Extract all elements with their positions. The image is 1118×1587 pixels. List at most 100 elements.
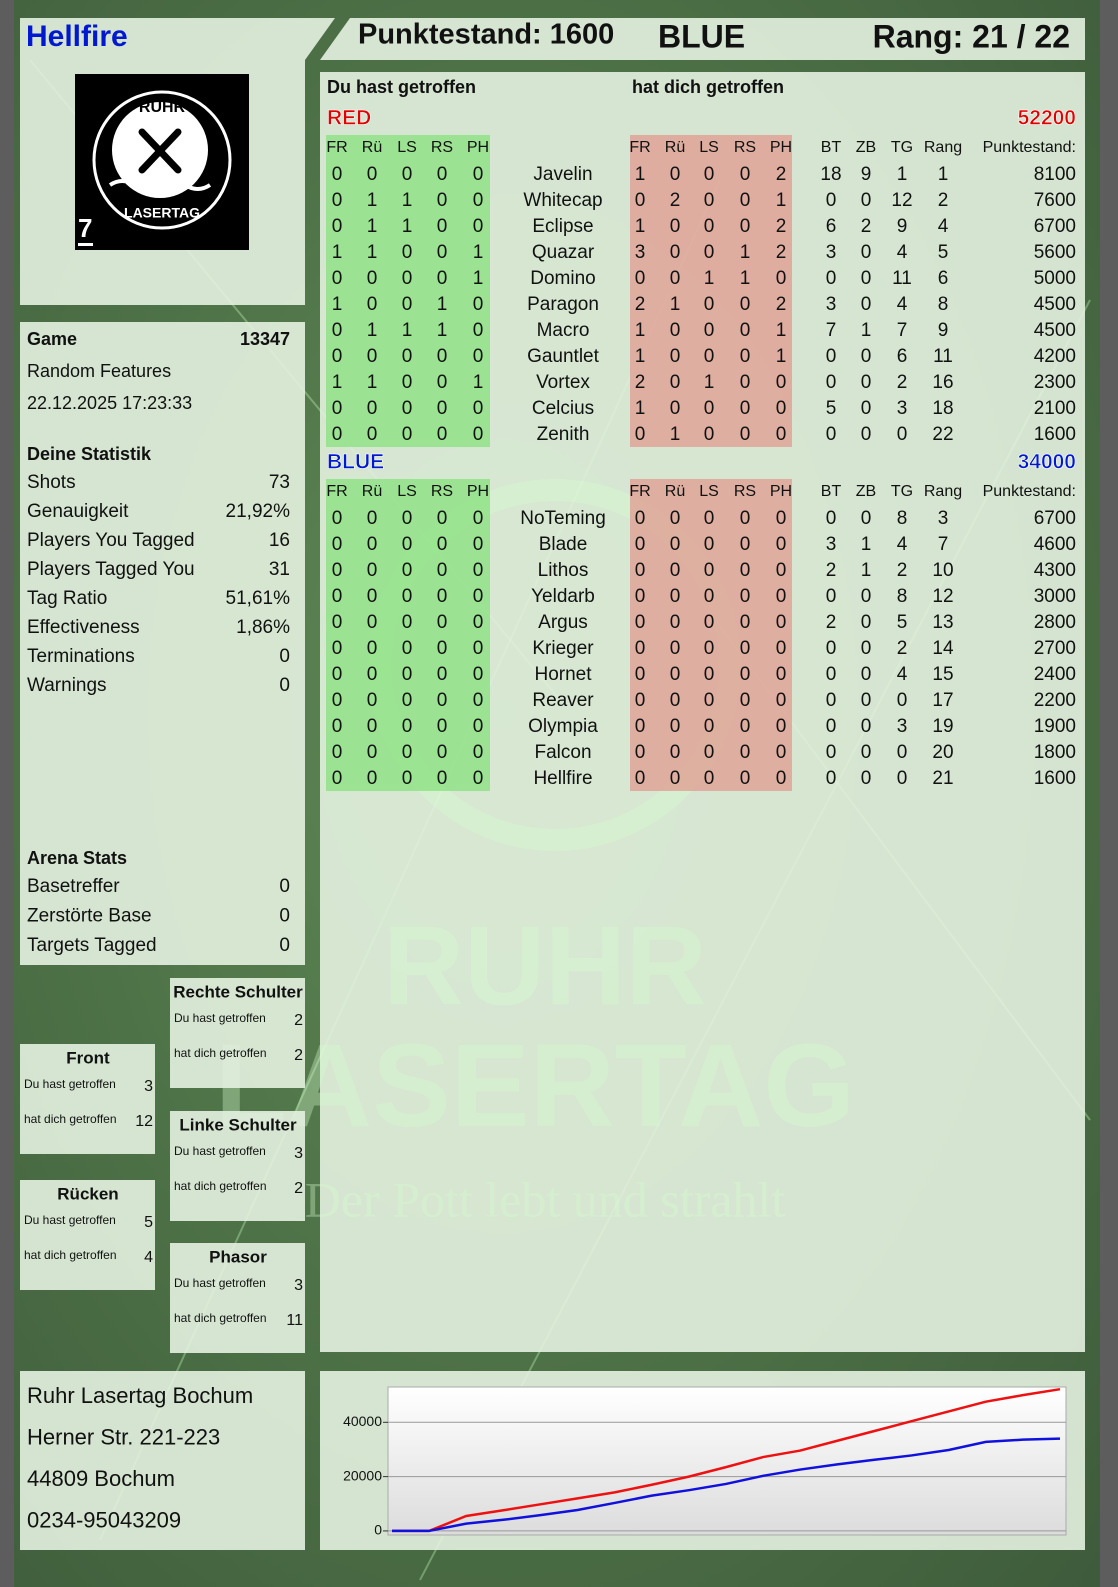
logo: RUHR LASERTAG 7 — [75, 74, 249, 250]
cell: 0 — [437, 190, 448, 211]
cell: 0 — [670, 560, 681, 581]
cell: 3 — [635, 242, 646, 263]
cell: 2 — [776, 164, 787, 185]
cell: 0 — [670, 638, 681, 659]
cell: 0 — [332, 216, 343, 237]
cell: 0 — [704, 294, 715, 315]
column-header: FR — [326, 139, 347, 156]
arena-value: 0 — [279, 906, 290, 927]
cell: 1 — [861, 320, 872, 341]
cell: 1 — [635, 320, 646, 341]
cell: 1900 — [1034, 716, 1076, 737]
cell: 0 — [332, 560, 343, 581]
cell: 0 — [402, 242, 413, 263]
cell: 0 — [473, 612, 484, 633]
cell: 3 — [826, 534, 837, 555]
player-name: Hornet — [534, 664, 592, 685]
cell: 0 — [740, 534, 751, 555]
cell: 0 — [635, 638, 646, 659]
cell: 1 — [776, 320, 787, 341]
cell: 0 — [367, 294, 378, 315]
cell: 0 — [740, 560, 751, 581]
cell: 0 — [332, 320, 343, 341]
zone-title: Rechte Schulter — [173, 982, 303, 1001]
cell: 1 — [740, 268, 751, 289]
cell: 1 — [938, 164, 949, 185]
cell: 0 — [826, 268, 837, 289]
cell: 0 — [402, 424, 413, 445]
player-name: Argus — [538, 612, 588, 633]
stat-label: Shots — [27, 472, 76, 493]
cell: 0 — [704, 508, 715, 529]
cell: 8 — [897, 508, 908, 529]
stat-value: 51,61% — [226, 588, 291, 609]
cell: 20 — [932, 742, 953, 763]
cell: 8 — [897, 586, 908, 607]
cell: 0 — [332, 398, 343, 419]
stat-value: 0 — [279, 675, 290, 696]
cell: 0 — [897, 768, 908, 789]
cell: 0 — [704, 534, 715, 555]
cell: 0 — [635, 268, 646, 289]
cell: 0 — [437, 268, 448, 289]
player-name: Krieger — [532, 638, 594, 659]
cell: 2100 — [1034, 398, 1076, 419]
address-line: 44809 Bochum — [27, 1466, 175, 1491]
cell: 0 — [740, 586, 751, 607]
cell: 0 — [826, 586, 837, 607]
cell: 0 — [332, 424, 343, 445]
cell: 14 — [932, 638, 954, 659]
cell: 1 — [473, 242, 484, 263]
cell: 0 — [332, 664, 343, 685]
stat-label: Tag Ratio — [27, 588, 107, 609]
cell: 0 — [670, 268, 681, 289]
column-header: LS — [699, 139, 719, 156]
cell: 0 — [740, 398, 751, 419]
column-header: PH — [770, 139, 792, 156]
cell: 0 — [332, 534, 343, 555]
column-header: RS — [431, 139, 453, 156]
cell: 0 — [740, 190, 751, 211]
zone-label: Du hast getroffen — [24, 1213, 116, 1227]
cell: 1 — [402, 190, 413, 211]
stat-value: 1,86% — [236, 617, 290, 638]
cell: 0 — [473, 716, 484, 737]
cell: 8100 — [1034, 164, 1076, 185]
column-header: LS — [397, 139, 417, 156]
cell: 1 — [367, 372, 378, 393]
cell: 3 — [826, 242, 837, 263]
cell: 0 — [402, 768, 413, 789]
cell: 0 — [473, 534, 484, 555]
cell: 0 — [670, 534, 681, 555]
cell: 4500 — [1034, 320, 1076, 341]
cell: 0 — [367, 560, 378, 581]
player-name: Vortex — [536, 372, 590, 393]
column-header: PH — [770, 483, 792, 500]
watermark-text: LASERTAG — [215, 1020, 855, 1152]
cell: 0 — [670, 716, 681, 737]
cell: 0 — [332, 638, 343, 659]
column-header: FR — [326, 483, 347, 500]
cell: 0 — [437, 346, 448, 367]
player-name: Olympia — [528, 716, 598, 737]
cell: 0 — [437, 398, 448, 419]
player-name: Eclipse — [532, 216, 593, 237]
cell: 7 — [938, 534, 949, 555]
cell: 17 — [932, 690, 953, 711]
cell: 1 — [740, 242, 751, 263]
player-name: Paragon — [527, 294, 599, 315]
cell: 0 — [367, 268, 378, 289]
cell: 10 — [932, 560, 953, 581]
cell: 0 — [473, 216, 484, 237]
cell: 0 — [861, 424, 872, 445]
cell: 0 — [402, 742, 413, 763]
cell: 0 — [740, 424, 751, 445]
zone-title: Front — [66, 1048, 110, 1067]
cell: 0 — [367, 612, 378, 633]
cell: 0 — [402, 508, 413, 529]
cell: 1 — [670, 424, 681, 445]
cell: 1 — [367, 190, 378, 211]
cell: 0 — [367, 716, 378, 737]
game-date: 22.12.2025 17:23:33 — [27, 393, 192, 413]
